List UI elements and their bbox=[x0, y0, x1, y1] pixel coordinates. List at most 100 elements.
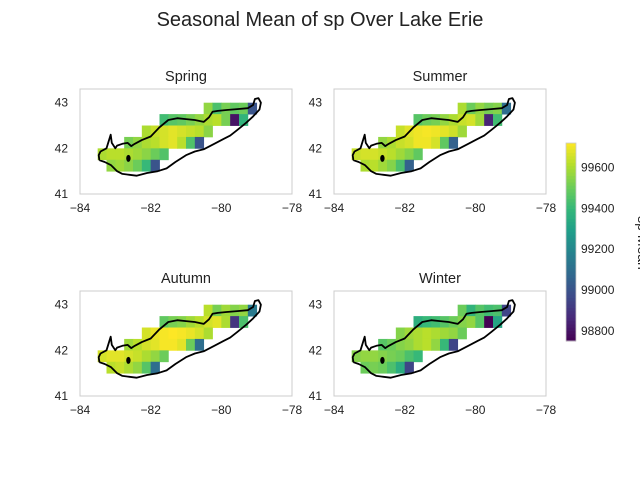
heat-cell bbox=[168, 338, 178, 351]
heat-cell bbox=[124, 159, 134, 172]
heat-cell bbox=[194, 125, 205, 138]
heat-cell bbox=[239, 114, 249, 126]
heat-cell bbox=[457, 327, 467, 340]
heat-cell bbox=[475, 316, 485, 328]
heat-cell bbox=[387, 148, 397, 161]
heat-cell bbox=[404, 136, 414, 149]
heat-cell bbox=[159, 338, 169, 351]
shoreline bbox=[97, 299, 262, 379]
heat-cell bbox=[141, 125, 152, 138]
x-tick-label: −84 bbox=[324, 403, 345, 417]
heat-cell bbox=[212, 304, 222, 317]
heat-cell bbox=[124, 350, 134, 363]
heat-cell bbox=[395, 148, 406, 161]
y-tick-label: 41 bbox=[309, 389, 323, 403]
colorbar-tick-label: 99400 bbox=[581, 201, 615, 215]
heat-cell bbox=[475, 114, 485, 126]
heat-cell bbox=[395, 338, 406, 351]
x-tick-label: −82 bbox=[395, 201, 416, 215]
heat-cell bbox=[159, 114, 169, 126]
heat-cell bbox=[431, 338, 441, 351]
heat-cell bbox=[422, 114, 432, 126]
heat-cell bbox=[413, 125, 423, 138]
x-tick-label: −80 bbox=[465, 403, 486, 417]
heat-cell bbox=[413, 148, 423, 161]
map-panel-autumn: Autumn −84 −82 −80 −78 41 42 43 bbox=[55, 271, 303, 417]
heat-cell bbox=[221, 316, 231, 328]
heat-cell bbox=[448, 125, 459, 138]
heat-cell bbox=[177, 338, 187, 351]
axes-frame bbox=[333, 88, 547, 195]
heat-cell bbox=[484, 114, 494, 126]
heat-cell bbox=[440, 327, 450, 340]
heat-cell bbox=[203, 125, 213, 138]
heat-cell bbox=[413, 316, 423, 328]
heat-cell bbox=[387, 361, 397, 374]
heat-cell bbox=[141, 159, 152, 172]
heat-cell bbox=[404, 159, 414, 172]
heat-cell bbox=[448, 338, 459, 351]
heat-cell bbox=[466, 304, 476, 317]
heat-cell bbox=[150, 361, 160, 374]
heat-cell bbox=[369, 350, 379, 363]
heat-cell bbox=[194, 316, 205, 328]
heat-cell bbox=[395, 125, 406, 138]
heat-cell bbox=[413, 327, 423, 340]
heat-cell bbox=[413, 114, 423, 126]
heat-cell bbox=[141, 136, 152, 149]
heat-cell bbox=[168, 114, 178, 126]
heat-cell bbox=[159, 350, 169, 363]
x-tick-label: −80 bbox=[211, 403, 232, 417]
heat-cell bbox=[395, 327, 406, 340]
heat-cell bbox=[150, 159, 160, 172]
heat-cell bbox=[457, 125, 467, 138]
heat-cell bbox=[457, 102, 467, 115]
heat-cell bbox=[360, 350, 370, 363]
axes-frame bbox=[79, 88, 293, 195]
heat-cell bbox=[203, 102, 213, 115]
map-panel-summer: Summer −84 −82 −80 −78 41 42 43 bbox=[309, 69, 557, 215]
heat-cell bbox=[177, 327, 187, 340]
x-tick-label: −80 bbox=[465, 201, 486, 215]
heat-cell bbox=[404, 350, 414, 363]
heat-cell bbox=[212, 102, 222, 115]
heat-cell bbox=[466, 316, 476, 328]
heat-cell bbox=[124, 148, 134, 161]
x-tick-label: −82 bbox=[395, 403, 416, 417]
heat-cell bbox=[168, 125, 178, 138]
heat-cell bbox=[387, 159, 397, 172]
heat-cell bbox=[466, 102, 476, 115]
heat-cell bbox=[194, 114, 205, 126]
axes-frame bbox=[79, 290, 293, 397]
heat-cell bbox=[369, 159, 379, 172]
map-panel-winter: Winter −84 −82 −80 −78 41 42 43 bbox=[309, 271, 557, 417]
heat-cell bbox=[501, 102, 512, 115]
x-tick-label: −84 bbox=[324, 201, 345, 215]
heat-cell bbox=[106, 148, 116, 161]
y-tick-label: 43 bbox=[309, 298, 323, 312]
heat-cell bbox=[466, 114, 476, 126]
x-tick-label: −80 bbox=[211, 201, 232, 215]
heat-cell bbox=[440, 125, 450, 138]
heat-cell bbox=[413, 338, 423, 351]
heat-cell bbox=[422, 125, 432, 138]
map-panel-spring: Spring −84 −82 −80 −78 41 42 43 bbox=[55, 69, 303, 215]
heat-cell bbox=[203, 304, 213, 317]
heat-cell bbox=[404, 338, 414, 351]
y-tick-label: 41 bbox=[309, 187, 323, 201]
heat-cell bbox=[351, 148, 361, 161]
colorbar: 98800 99000 99200 99400 99600 sp Mean bbox=[565, 142, 640, 342]
heat-cell bbox=[194, 136, 205, 149]
panel-title: Autumn bbox=[161, 271, 211, 287]
heat-cell bbox=[186, 125, 196, 138]
heat-cell bbox=[369, 148, 379, 161]
heat-cell bbox=[124, 361, 134, 374]
heat-cell bbox=[133, 361, 143, 374]
axes-frame bbox=[333, 290, 547, 397]
heat-cell bbox=[247, 304, 258, 317]
colorbar-tick-label: 99600 bbox=[581, 161, 615, 175]
heat-cell bbox=[115, 361, 125, 374]
heat-cell bbox=[106, 350, 116, 363]
colorbar-tick-label: 98800 bbox=[581, 324, 615, 338]
heat-cell bbox=[369, 361, 379, 374]
